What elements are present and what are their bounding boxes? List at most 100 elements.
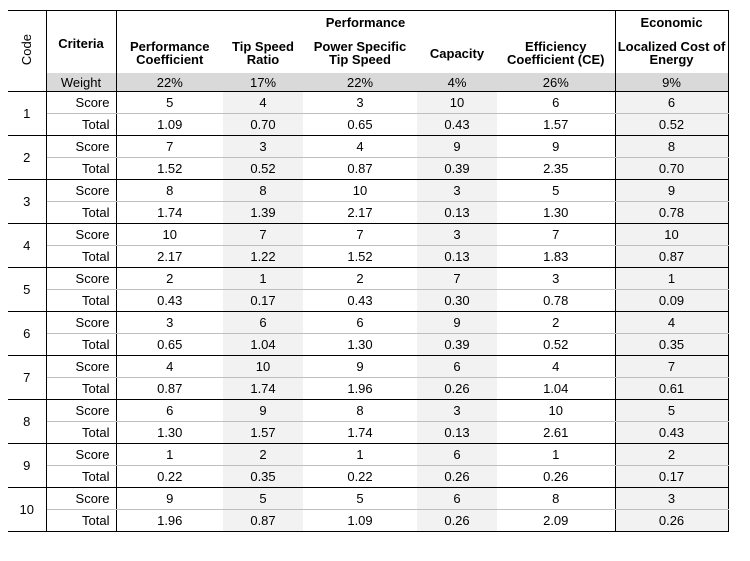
score-cell: 9 [223, 399, 303, 422]
score-cell: 1 [303, 443, 417, 466]
weight-value: 22% [116, 73, 223, 92]
total-label: Total [46, 157, 117, 180]
score-cell: 1 [116, 443, 223, 466]
total-cell: 0.87 [303, 157, 417, 180]
total-cell: 0.13 [417, 421, 497, 444]
total-cell: 2.17 [116, 245, 223, 268]
total-cell: 1.96 [116, 509, 223, 532]
total-cell: 1.22 [223, 245, 303, 268]
total-cell: 0.22 [116, 465, 223, 488]
table-row: Total 1.96 0.87 1.09 0.26 2.09 0.26 [8, 509, 729, 532]
score-cell: 6 [417, 443, 497, 466]
total-cell: 2.35 [497, 157, 616, 180]
total-cell: 0.39 [417, 333, 497, 356]
col-tip-speed-ratio: Tip Speed Ratio [232, 39, 294, 67]
score-cell: 5 [223, 487, 303, 510]
total-cell: 0.52 [497, 333, 616, 356]
score-cell: 5 [116, 91, 223, 114]
score-label: Score [46, 487, 117, 510]
table-row: 9 Score 1 2 1 6 1 2 [8, 443, 729, 488]
table-row: 7 Score 4 10 9 6 4 7 [8, 355, 729, 400]
total-cell: 0.43 [303, 289, 417, 312]
score-cell: 3 [417, 399, 497, 422]
score-cell: 1 [223, 267, 303, 290]
total-cell: 0.43 [417, 113, 497, 136]
total-label: Total [46, 245, 117, 268]
score-cell: 7 [223, 223, 303, 246]
total-cell: 1.30 [303, 333, 417, 356]
total-cell: 0.65 [116, 333, 223, 356]
table-row: 10 Score 9 5 5 6 8 3 [8, 487, 729, 532]
total-label: Total [46, 289, 117, 312]
total-cell: 1.57 [223, 421, 303, 444]
score-cell: 7 [497, 223, 616, 246]
code-header: Code [8, 10, 47, 92]
total-cell: 0.30 [417, 289, 497, 312]
score-cell: 8 [223, 179, 303, 202]
total-cell: 1.74 [223, 377, 303, 400]
table-row: 5 Score 2 1 2 7 3 1 [8, 267, 729, 312]
row-code: 9 [8, 443, 47, 488]
score-cell: 7 [116, 135, 223, 158]
table-row: Total 1.30 1.57 1.74 0.13 2.61 0.43 [8, 421, 729, 444]
score-cell: 2 [497, 311, 616, 334]
table-row: Total 2.17 1.22 1.52 0.13 1.83 0.87 [8, 245, 729, 268]
total-cell: 1.57 [497, 113, 616, 136]
score-cell: 3 [303, 91, 417, 114]
total-cell: 1.52 [303, 245, 417, 268]
score-cell: 3 [417, 179, 497, 202]
total-cell: 0.17 [223, 289, 303, 312]
score-cell: 2 [614, 443, 729, 466]
weight-value: 4% [417, 73, 497, 92]
score-cell: 7 [614, 355, 729, 378]
score-cell: 8 [497, 487, 616, 510]
score-label: Score [46, 267, 117, 290]
total-cell: 1.09 [303, 509, 417, 532]
total-cell: 0.09 [614, 289, 729, 312]
total-cell: 0.26 [417, 509, 497, 532]
total-cell: 0.26 [417, 465, 497, 488]
score-cell: 8 [116, 179, 223, 202]
total-cell: 0.65 [303, 113, 417, 136]
total-cell: 1.74 [303, 421, 417, 444]
total-cell: 0.22 [303, 465, 417, 488]
score-cell: 3 [614, 487, 729, 510]
total-cell: 0.26 [417, 377, 497, 400]
score-cell: 1 [497, 443, 616, 466]
score-cell: 3 [497, 267, 616, 290]
total-cell: 0.87 [223, 509, 303, 532]
table-row: Total 0.65 1.04 1.30 0.39 0.52 0.35 [8, 333, 729, 356]
total-cell: 0.35 [223, 465, 303, 488]
score-cell: 6 [614, 91, 729, 114]
weight-value: 26% [497, 73, 616, 92]
score-label: Score [46, 355, 117, 378]
table-body: 1 Score 5 4 3 10 6 6 Total 1.09 0.70 0.65 0.43 1.57 0.… [8, 91, 729, 532]
score-cell: 9 [116, 487, 223, 510]
score-cell: 10 [497, 399, 616, 422]
row-code: 8 [8, 399, 47, 444]
score-cell: 3 [116, 311, 223, 334]
score-cell: 1 [614, 267, 729, 290]
total-label: Total [46, 201, 117, 224]
weight-value: 9% [614, 73, 729, 92]
total-cell: 2.09 [497, 509, 616, 532]
total-cell: 1.04 [497, 377, 616, 400]
total-cell: 0.26 [497, 465, 616, 488]
row-code: 3 [8, 179, 47, 224]
score-cell: 8 [614, 135, 729, 158]
score-label: Score [46, 443, 117, 466]
score-cell: 3 [417, 223, 497, 246]
score-cell: 6 [303, 311, 417, 334]
score-cell: 4 [497, 355, 616, 378]
total-label: Total [46, 377, 117, 400]
table-row: 3 Score 8 8 10 3 5 9 [8, 179, 729, 224]
score-label: Score [46, 399, 117, 422]
score-cell: 4 [116, 355, 223, 378]
score-cell: 8 [303, 399, 417, 422]
row-code: 10 [8, 487, 47, 532]
score-cell: 5 [614, 399, 729, 422]
total-cell: 1.83 [497, 245, 616, 268]
table-row: 8 Score 6 9 8 3 10 5 [8, 399, 729, 444]
total-cell: 2.61 [497, 421, 616, 444]
score-label: Score [46, 135, 117, 158]
